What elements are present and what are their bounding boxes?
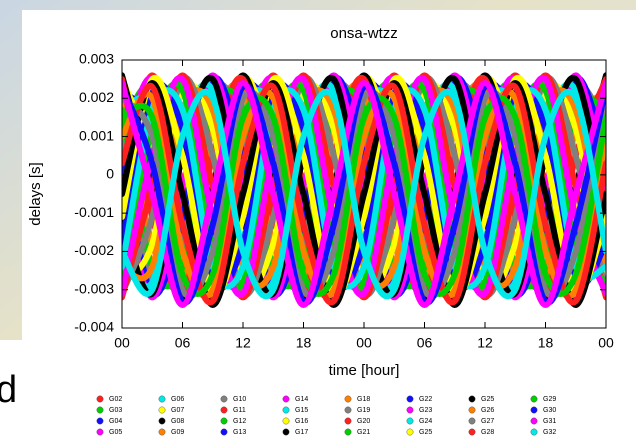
legend-marker — [468, 406, 476, 414]
legend-label: G17 — [295, 429, 308, 436]
y-tick-label: -0.004 — [74, 319, 114, 335]
y-tick-label: 0.001 — [79, 127, 114, 143]
legend-label: G06 — [171, 396, 184, 403]
legend-label: G32 — [543, 429, 556, 436]
legend-marker — [530, 395, 538, 403]
legend-marker — [96, 406, 104, 414]
y-tick-label: -0.003 — [74, 280, 114, 296]
series-line — [122, 95, 606, 297]
legend-marker — [220, 417, 228, 425]
legend-marker — [282, 406, 290, 414]
y-tick-label: 0.002 — [79, 89, 114, 105]
legend-label: G28 — [481, 429, 494, 436]
y-tick-label: 0.003 — [79, 51, 114, 67]
legend-label: G31 — [543, 418, 556, 425]
legend-label: G23 — [419, 407, 432, 414]
legend-marker — [468, 428, 476, 436]
legend-label: G30 — [543, 407, 556, 414]
legend-label: G21 — [357, 429, 370, 436]
series-line — [122, 88, 606, 300]
x-tick-label: 18 — [296, 335, 312, 351]
y-axis-label: delays [s] — [27, 162, 44, 225]
x-tick-label: 00 — [356, 335, 372, 351]
legend-marker — [406, 417, 414, 425]
x-tick-label: 12 — [477, 335, 493, 351]
x-tick-label: 00 — [598, 335, 614, 351]
legend-marker — [530, 417, 538, 425]
legend-marker — [220, 428, 228, 436]
legend-marker — [406, 428, 414, 436]
x-tick-label: 06 — [417, 335, 433, 351]
legend-label: G14 — [295, 396, 308, 403]
legend-marker — [282, 395, 290, 403]
legend-label: G13 — [233, 429, 246, 436]
legend-marker — [282, 417, 290, 425]
legend-label: G16 — [295, 418, 308, 425]
legend-marker — [406, 406, 414, 414]
slide-text: d — [0, 369, 17, 411]
legend-label: G08 — [171, 418, 184, 425]
legend-marker — [158, 417, 166, 425]
legend-label: G29 — [543, 396, 556, 403]
legend-label: G20 — [357, 418, 370, 425]
legend-marker — [282, 428, 290, 436]
series-line — [122, 88, 606, 300]
y-tick-label: 0 — [106, 166, 114, 182]
legend-label: G19 — [357, 407, 370, 414]
legend-marker — [344, 428, 352, 436]
legend-marker — [96, 428, 104, 436]
legend-label: G12 — [233, 418, 246, 425]
legend-marker — [220, 395, 228, 403]
x-tick-label: 06 — [175, 335, 191, 351]
legend-label: G11 — [233, 407, 246, 414]
legend-marker — [468, 395, 476, 403]
legend-marker — [158, 406, 166, 414]
x-axis-label: time [hour] — [329, 362, 400, 379]
x-tick-label: 18 — [538, 335, 554, 351]
legend-label: G24 — [419, 418, 432, 425]
legend-label: G26 — [481, 407, 494, 414]
legend-label: G09 — [171, 429, 184, 436]
legend-marker — [96, 417, 104, 425]
series-line — [122, 82, 606, 306]
legend-label: G15 — [295, 407, 308, 414]
legend-marker — [158, 395, 166, 403]
legend-marker — [344, 417, 352, 425]
chart-title: onsa-wtzz — [330, 25, 398, 42]
legend-label: G02 — [109, 396, 122, 403]
legend-marker — [220, 406, 228, 414]
legend-label: G22 — [419, 396, 432, 403]
legend-marker — [406, 395, 414, 403]
plot-area — [122, 72, 606, 309]
legend-label: G05 — [109, 429, 122, 436]
y-tick-label: -0.002 — [74, 242, 114, 258]
legend-marker — [158, 428, 166, 436]
legend-marker — [530, 428, 538, 436]
legend-label: G03 — [109, 407, 122, 414]
legend-marker — [344, 406, 352, 414]
legend-marker — [530, 406, 538, 414]
legend-marker — [468, 417, 476, 425]
legend-label: G25 — [419, 429, 432, 436]
legend-marker — [344, 395, 352, 403]
legend-label: G25 — [481, 396, 494, 403]
x-tick-label: 00 — [114, 335, 130, 351]
legend-label: G27 — [481, 418, 494, 425]
legend-label: G04 — [109, 418, 122, 425]
x-tick-label: 12 — [235, 335, 251, 351]
legend-label: G07 — [171, 407, 184, 414]
series-line — [122, 82, 606, 306]
y-tick-label: -0.001 — [74, 204, 114, 220]
legend-label: G10 — [233, 396, 246, 403]
series-line — [122, 79, 606, 309]
legend-marker — [96, 395, 104, 403]
legend-label: G18 — [357, 396, 370, 403]
